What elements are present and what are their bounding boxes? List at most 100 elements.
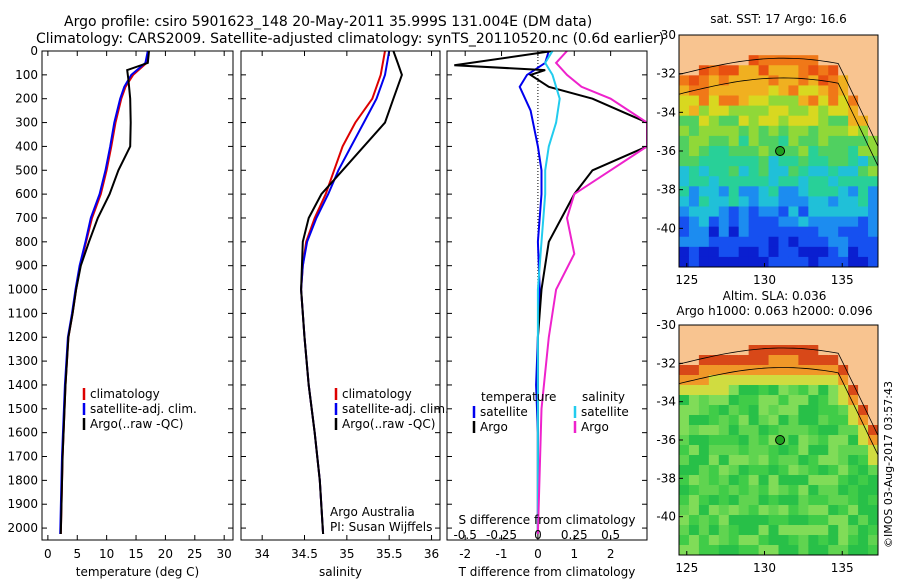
map-cell [688,206,700,218]
map-cell [828,375,839,386]
map-x-tick-label: 130 [753,561,776,575]
map-cell [738,45,750,56]
map-cell [808,85,819,97]
map-cell [698,545,710,556]
map-y-tick-label: -34 [656,395,676,409]
map-cell [688,226,700,238]
map-cell [868,475,879,486]
map-cell [838,226,849,238]
map-cell [698,475,710,486]
map-cell [838,545,849,556]
map-cell [748,246,760,258]
map-cell [818,415,829,426]
map-cell [838,525,849,536]
map-cell [798,395,809,406]
map-cell [788,236,799,248]
map-cell [798,435,809,446]
map-cell [728,385,740,396]
map-cell [758,445,770,456]
map-cell [858,75,869,86]
map-cell [828,35,839,46]
map-cell [728,216,740,228]
map-cell [748,495,760,506]
map-cell [698,226,710,238]
map-cell [818,55,829,66]
map-cell [858,335,869,346]
map-cell [679,85,690,97]
map-cell [828,45,839,56]
map-cell [728,405,740,416]
map-cell [818,345,829,356]
map-cell [728,236,740,248]
map-cell [698,425,710,436]
map-cell [728,166,740,177]
map-cell [838,465,849,476]
map-cell [748,325,760,336]
argo-position-marker [775,435,786,445]
map-cell [808,415,819,426]
map-y-tick-label: -38 [656,183,676,197]
map-y-tick-label: -36 [656,433,676,447]
map-cell [828,365,839,376]
map-cell [808,186,819,197]
map-cell [688,485,700,496]
map-cell [828,415,839,426]
map-cell [828,485,839,496]
map-cell [698,256,710,268]
map-cell [748,176,760,187]
shelf-contour [678,77,879,167]
map-cell [728,415,740,426]
map-cell [828,385,839,396]
map-cell [679,465,690,476]
map-cell [718,125,730,137]
map-cell [818,45,829,56]
map-cell [778,415,789,426]
x-tick-label: -1 [496,547,508,561]
map-cell [679,485,690,496]
map-cell [748,335,760,346]
map-cell [748,35,760,46]
map-cell [848,525,859,536]
map-cell [718,415,730,426]
map-cell [679,535,690,546]
x-tick-label: 25 [187,547,202,561]
map-cell [718,55,730,66]
series-line-1 [300,51,386,535]
map-cell [748,236,760,248]
map-cell [828,105,839,117]
map-cell [788,55,799,66]
map-cell [778,125,789,137]
map-cell [688,145,700,157]
panel-frame [240,50,441,541]
map-cell [718,186,730,197]
map-cell [868,145,879,157]
map-cell [698,176,710,187]
map-cell [688,196,700,207]
map-cell [808,485,819,496]
map-cell [738,226,750,238]
map-cell [728,545,740,556]
map-cell [848,166,859,177]
map-cell [728,196,740,207]
map-cell [688,95,700,107]
map-cell [748,535,760,546]
map-cell [868,226,879,238]
map-cell [778,445,789,456]
map-cell [768,475,779,486]
map-cell [758,226,770,238]
map-cell [698,135,710,147]
map-cell [748,45,760,56]
map-cell [738,405,750,416]
map-cell [838,156,849,167]
depth-tick-label: 1400 [7,378,38,392]
map-cell [818,135,829,147]
map-cell [818,455,829,466]
map-cell [798,145,809,157]
depth-tick-label: 500 [15,163,38,177]
depth-tick-label: 200 [15,92,38,106]
map-cell [708,525,720,536]
map-cell [768,226,779,238]
map-cell [758,45,770,56]
map-cell [698,246,710,258]
map-cell [858,445,869,456]
